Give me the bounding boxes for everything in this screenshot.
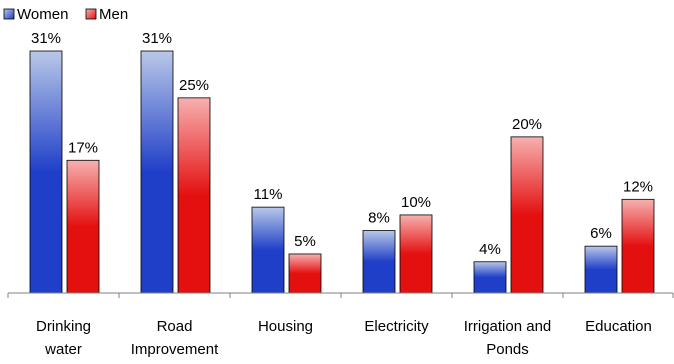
data-label-men-0: 17%: [68, 139, 98, 156]
x-tick-label-0: Drinking water: [36, 318, 91, 358]
data-label-men-4: 20%: [512, 116, 542, 133]
data-label-women-4: 4%: [479, 241, 501, 258]
bar-men-2: [288, 253, 322, 294]
bar-women-1: [140, 50, 174, 294]
data-label-women-5: 6%: [590, 225, 612, 242]
bar-women-4: [473, 261, 507, 294]
bars: [29, 50, 655, 294]
legend-swatch-women: [3, 8, 15, 20]
x-tick-label-1: Road Improvement: [131, 318, 219, 358]
data-label-men-3: 10%: [401, 194, 431, 211]
x-tick-label-2: Housing: [258, 318, 313, 335]
bar-men-4: [510, 136, 544, 294]
data-label-women-0: 31%: [31, 30, 61, 47]
data-label-women-2: 11%: [254, 186, 283, 203]
x-tick-label-5: Education: [585, 318, 652, 335]
legend-label-women: Women: [17, 6, 68, 23]
bar-women-2: [251, 206, 285, 294]
legend-label-men: Men: [99, 6, 128, 23]
data-label-men-5: 12%: [623, 178, 653, 195]
legend: Women Men: [3, 6, 128, 23]
data-label-women-1: 31%: [142, 30, 172, 47]
data-label-men-2: 5%: [294, 233, 316, 250]
bar-men-1: [177, 97, 211, 294]
x-tick-label-3: Electricity: [364, 318, 429, 335]
data-label-women-3: 8%: [368, 210, 390, 227]
bar-men-0: [66, 159, 100, 294]
bar-women-3: [362, 230, 396, 294]
bar-women-5: [584, 245, 618, 294]
x-axis: Drinking water Road Improvement Housing Elect…: [7, 292, 674, 358]
data-labels: 31% 17% 31% 25% 11% 5% 8% 10% 4% 20% 6% 12%: [31, 30, 653, 258]
data-label-men-1: 25%: [179, 77, 209, 94]
legend-swatch-men: [85, 8, 97, 20]
bar-women-0: [29, 50, 63, 294]
bar-men-5: [621, 198, 655, 294]
bar-men-3: [399, 214, 433, 294]
x-tick-label-4: Irrigation and Ponds: [464, 318, 552, 358]
